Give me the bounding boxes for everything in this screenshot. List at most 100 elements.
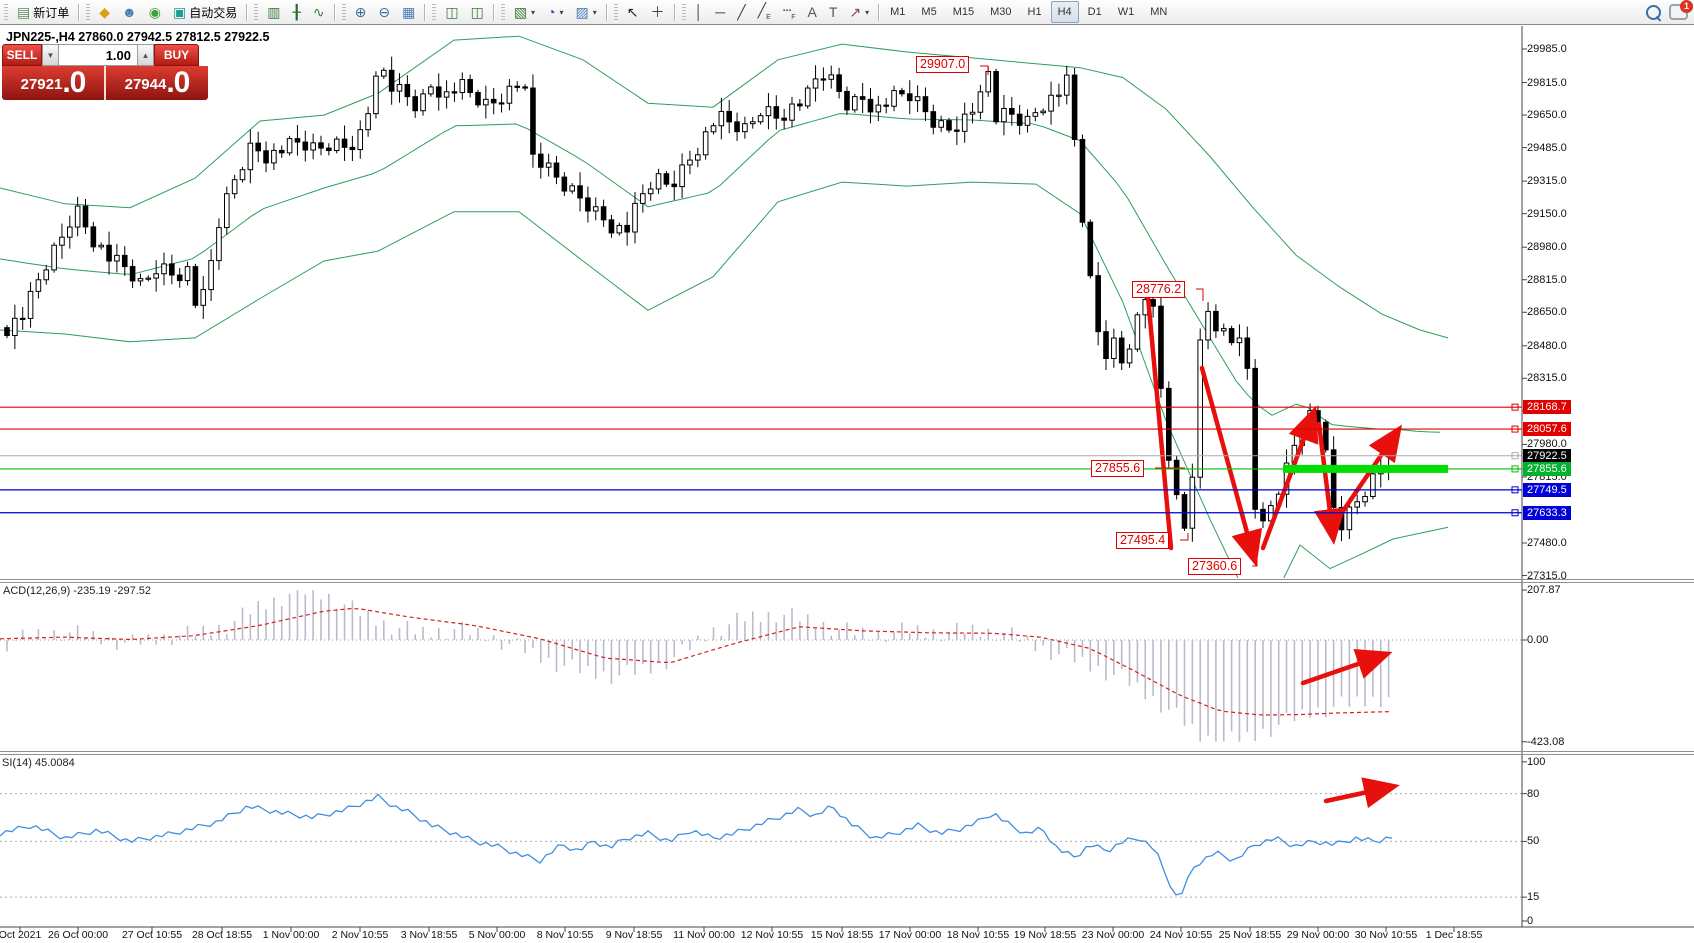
price-callout[interactable]: 29907.0 [916,56,970,73]
chart-title: JPN225-,H4 27860.0 27942.5 27812.5 27922… [6,30,270,44]
buy-price[interactable]: 27944.0 [106,66,208,100]
candlestick-icon: ╂ [292,4,301,20]
line-chart-button[interactable]: ∿ [308,1,330,23]
tile-windows-button[interactable]: ▦ [397,1,420,23]
volume-input[interactable]: 1.00 [59,44,137,66]
rsi-tick-label: 0 [1527,915,1534,927]
notification-badge: 1 [1680,0,1693,13]
time-axis-label: 11 Nov 00:00 [673,929,735,941]
trendline-button[interactable]: ╱ [732,1,750,23]
time-axis-label: 18 Nov 10:55 [946,929,1010,941]
timeframe-m5[interactable]: M5 [921,6,937,18]
time-axis-label: Oct 2021 [0,929,42,941]
toolbar-grip [254,4,259,20]
timeframe-m15[interactable]: M15 [952,6,975,18]
panel-separator[interactable] [0,754,1694,755]
time-axis-label: 28 Oct 18:55 [191,929,253,941]
cursor-button[interactable]: ↖ [622,1,644,23]
toolbar: ▤ 新订单 ◆ ☻ ◉ ▣ 自动交易 ▥ ╂ ∿ ⊕ ⊖ ▦ ◫ ◫ ▧ ▾ ◔ ▾ ▨ ▾ ↖ ＋ │ ─ ╱ ╱E ┄F A T ↗ ▾ M… [0,0,1694,25]
timeframe-h4[interactable]: H4 [1050,1,1079,23]
text-button[interactable]: A [802,1,821,23]
chart-autoscroll-button[interactable]: ◫ [466,1,489,23]
price-callout[interactable]: 27360.6 [1188,558,1242,575]
templates-button[interactable]: ▨ ▾ [571,1,602,23]
price-callout[interactable]: 27855.6 [1091,460,1145,477]
periods-button[interactable]: ◔ ▾ [542,1,568,23]
panel-separator[interactable] [0,579,1694,580]
zoom-in-button[interactable]: ⊕ [350,1,372,23]
arrows-button[interactable]: ↗ ▾ [844,1,874,23]
volume-increase-button[interactable]: ▲ [137,44,154,66]
text-label-icon: T [828,4,838,20]
price-callout[interactable]: 28776.2 [1132,281,1186,298]
time-axis-label: 27 Oct 10:55 [121,929,183,941]
bar-chart-icon: ▥ [267,4,281,20]
timeframe-mn[interactable]: MN [1150,6,1168,18]
timeframe-d1[interactable]: D1 [1087,6,1102,18]
timeframe-w1[interactable]: W1 [1117,6,1135,18]
horizontal-line-button[interactable]: ─ [710,1,730,23]
strategy-tester-button[interactable]: ☻ [117,1,142,23]
price-badge: 27922.5 [1523,448,1571,463]
panel-separator[interactable] [0,582,1694,583]
toolbar-separator [333,3,335,21]
macd-tick-label: 0.00 [1527,634,1549,646]
signals-button[interactable]: ◉ [144,1,166,23]
zoom-out-button[interactable]: ⊖ [373,1,395,23]
timeframe-m30[interactable]: M30 [990,6,1012,18]
vertical-line-icon: │ [694,4,704,20]
time-axis-label: 8 Nov 10:55 [536,929,594,941]
sell-button[interactable]: SELL [2,44,42,66]
panel-separator[interactable] [0,751,1694,752]
new-chart-button[interactable]: ▧ ▾ [509,1,540,23]
fibonacci-button[interactable]: ┄F [778,1,801,23]
auto-trading-button-label: 自动交易 [189,5,238,20]
price-callout[interactable]: 27495.4 [1116,532,1170,549]
buy-button[interactable]: BUY [154,44,199,66]
template-chart-icon: ▨ [575,4,589,20]
vertical-line-button[interactable]: │ [690,1,709,23]
tile-windows-icon: ▦ [402,4,416,20]
chart-window[interactable]: JPN225-,H4 27860.0 27942.5 27812.5 27922… [0,25,1694,943]
chart-shift-button[interactable]: ◫ [440,1,463,23]
toolbar-grip [4,4,8,20]
autotrade-icon: ▣ [172,4,187,20]
cursor-icon: ↖ [626,4,639,20]
price-tick-label: 28815.0 [1527,273,1567,286]
market-watch-button[interactable]: ◆ [94,1,115,23]
text-label-button[interactable]: T [824,1,843,23]
price-badge: 27749.5 [1523,482,1571,497]
sell-price[interactable]: 27921.0 [2,66,106,100]
rsi-indicator-label: SI(14) 45.0084 [2,757,75,769]
price-tick-label: 29150.0 [1527,207,1567,220]
toolbar-separator [492,3,494,21]
text-icon: A [807,4,817,20]
chart-shift-icon: ◫ [445,4,459,20]
chart-canvas[interactable] [0,25,1694,943]
timeframe-m1[interactable]: M1 [890,6,906,18]
candlestick-chart-button[interactable]: ╂ [287,1,305,23]
dropdown-caret-icon: ▾ [531,7,536,17]
price-tick-label: 27315.0 [1527,569,1567,582]
toolbar-grip [341,4,346,20]
chart-autoscroll-icon: ◫ [470,4,484,20]
chat-icon[interactable]: 1 [1669,0,1693,20]
new-order-icon: ▤ [17,4,31,20]
arrows-icon: ↗ [849,4,862,20]
time-axis-label: 1 Dec 18:55 [1425,929,1483,941]
time-axis-label: 19 Nov 18:55 [1013,929,1077,941]
volume-decrease-button[interactable]: ▼ [42,44,59,66]
crosshair-button[interactable]: ＋ [646,1,670,23]
bar-chart-button[interactable]: ▥ [262,1,285,23]
price-tick-label: 29650.0 [1527,109,1567,122]
time-axis-label: 25 Nov 18:55 [1218,929,1282,941]
toolbar-right: 1 [1646,0,1693,20]
search-icon[interactable] [1646,4,1661,20]
time-axis-label: 26 Oct 00:00 [47,929,109,941]
new-order-button[interactable]: ▤ 新订单 [12,1,74,23]
timeframe-h1[interactable]: H1 [1027,6,1042,18]
toolbar-separator [424,3,426,21]
auto-trading-button[interactable]: ▣ 自动交易 [168,1,242,23]
equidistant-channel-button[interactable]: ╱E [753,1,776,23]
